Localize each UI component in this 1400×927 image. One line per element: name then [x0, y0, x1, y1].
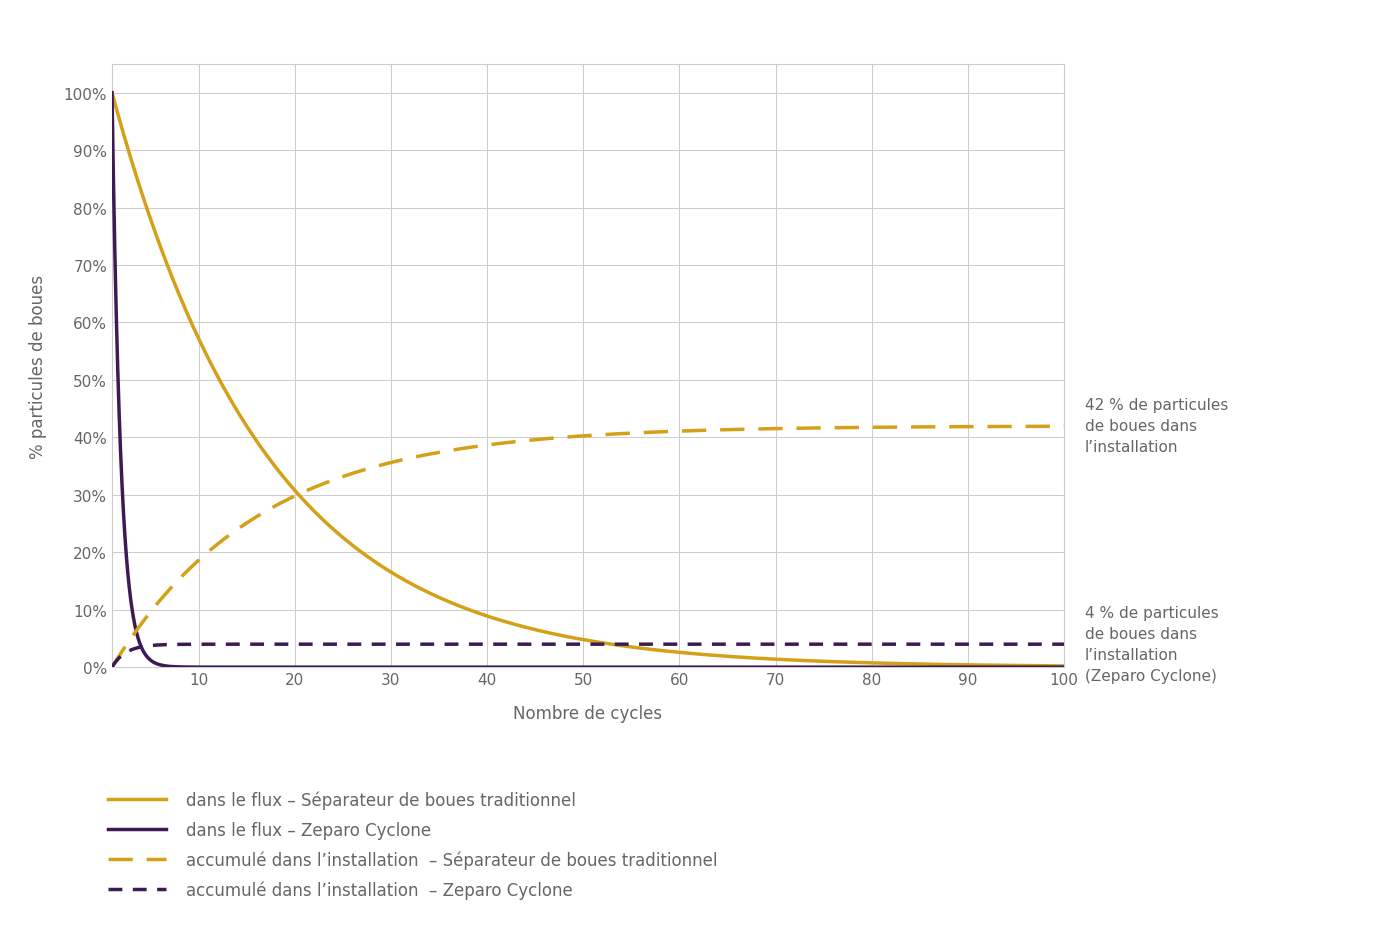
X-axis label: Nombre de cycles: Nombre de cycles: [514, 704, 662, 722]
Text: 42 % de particules
de boues dans
l’installation: 42 % de particules de boues dans l’insta…: [1085, 398, 1228, 455]
Y-axis label: % particules de boues: % particules de boues: [29, 274, 48, 458]
Text: 4 % de particules
de boues dans
l’installation
(Zeparo Cyclone): 4 % de particules de boues dans l’instal…: [1085, 605, 1219, 683]
Legend: dans le flux – Séparateur de boues traditionnel, dans le flux – Zeparo Cyclone, : dans le flux – Séparateur de boues tradi…: [101, 784, 724, 906]
